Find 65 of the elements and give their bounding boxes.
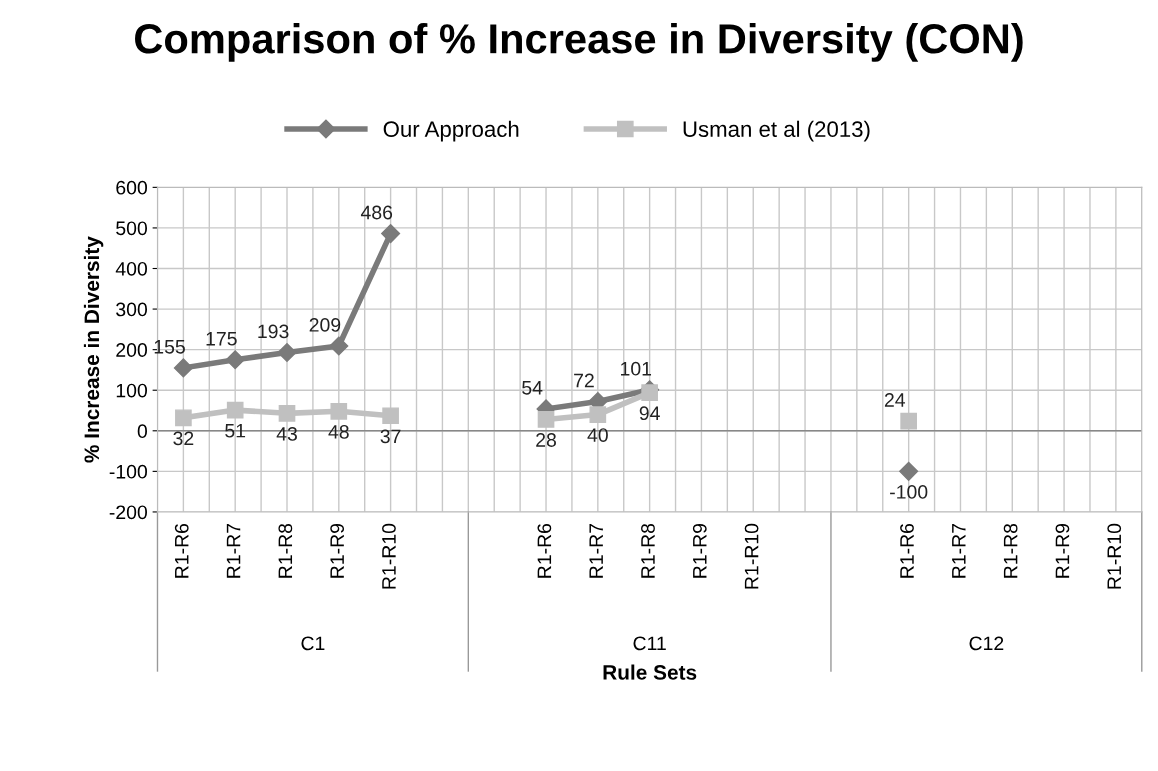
x-axis-title: Rule Sets [603,664,697,680]
point [330,402,348,420]
legend-label: Usman et al (2013) [683,120,870,142]
y-axis-title: % Increase in Diversity [83,236,104,463]
point [329,336,349,356]
x-tick-label: R1-R9 [330,523,345,578]
point [537,411,555,428]
data-label: 486 [360,205,393,220]
point [382,407,399,425]
data-label: 40 [587,428,608,443]
x-tick-label: R1-R7 [952,524,966,578]
text: C12 [969,636,1004,651]
data-label: 24 [884,393,906,407]
data-label: 48 [328,424,349,439]
y-tick-label: -200 [109,505,148,520]
data-label: 32 [173,431,194,446]
x-tick-label: R1-R6 [537,523,552,578]
x-tick-label: R1-R6 [174,523,189,578]
point [899,461,919,481]
y-tick-label: 300 [116,302,148,317]
data-label: 28 [536,433,556,447]
point [381,224,401,244]
data-label: 37 [380,429,401,444]
data-label: -100 [890,485,928,499]
data-label: 101 [621,361,652,376]
point [277,342,297,363]
y-tick-label: 200 [116,343,148,357]
y-tick-label: 100 [116,383,148,398]
point [641,384,658,401]
point [225,350,245,370]
y-tick-label: 400 [115,261,148,276]
y-tick-label: -100 [109,464,148,479]
point [278,405,296,422]
data-label: 43 [276,427,297,441]
x-tick-label: R1-R8 [641,523,655,578]
text: C1 [301,636,325,651]
x-tick-label: R1-R8 [278,523,293,578]
point [589,406,607,423]
data-label: 54 [522,381,543,395]
x-tick-label: R1-R10 [744,523,759,589]
point [226,401,244,419]
chart-title: Comparison of % Increase in Diversity (CON) [135,22,1023,62]
point [173,358,193,378]
data-label: 155 [154,340,185,354]
x-tick-label: R1-R6 [900,523,914,578]
legend-label: Our Approach [383,120,519,142]
text: C11 [633,636,666,651]
data-label: 51 [225,423,246,438]
x-tick-label: R1-R7 [226,524,241,578]
data-label: 193 [258,324,289,339]
y-tick-label: 500 [116,221,148,236]
x-tick-label: R1-R10 [382,523,396,589]
data-label: 209 [309,318,341,332]
x-tick-label: R1-R9 [1055,523,1070,578]
x-tick-label: R1-R9 [692,523,707,578]
y-tick-label: 600 [116,180,148,195]
data-label: 94 [639,406,660,421]
x-tick-label: R1-R7 [589,524,603,578]
x-tick-label: R1-R8 [1003,523,1018,578]
data-label: 175 [206,332,237,346]
x-tick-label: R1-R10 [1107,523,1122,589]
point [900,412,917,430]
data-label: 72 [574,373,594,388]
point [175,409,192,427]
y-tick-label: 0 [137,424,148,439]
